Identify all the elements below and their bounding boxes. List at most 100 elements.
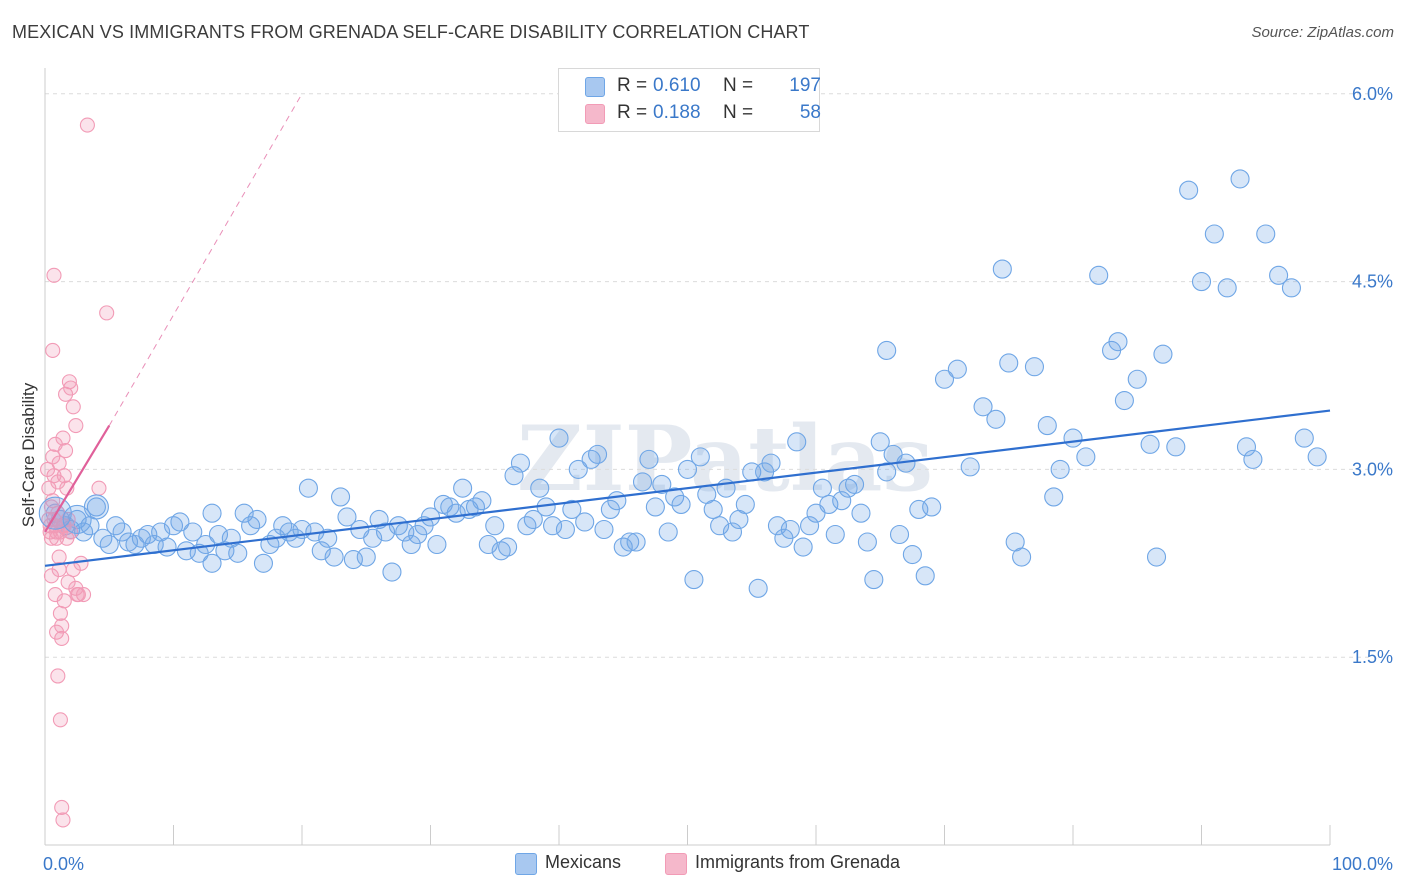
- mexicans-point: [735, 494, 755, 514]
- mexicans-point: [626, 532, 646, 552]
- mexicans-point: [761, 453, 781, 473]
- mexicans-point: [208, 524, 229, 545]
- mexicans-point: [1153, 344, 1173, 364]
- mexicans-point: [530, 478, 550, 498]
- legend-swatch-mexicans: [515, 853, 537, 875]
- mexicans-point: [427, 534, 447, 555]
- mexicans-point: [498, 537, 518, 557]
- mexicans-point: [253, 553, 274, 573]
- mexicans-point: [1050, 459, 1070, 479]
- mexicans-point: [324, 547, 344, 567]
- mexicans-point: [170, 512, 190, 532]
- mexicans-point: [632, 472, 653, 492]
- mexicans-point: [183, 522, 203, 542]
- grenada-point: [54, 799, 70, 815]
- legend-bottom: Mexicans Immigrants from Grenada: [0, 852, 1406, 876]
- r-value: 0.188: [653, 102, 701, 123]
- mexicans-point: [420, 507, 441, 527]
- mexicans-point: [947, 359, 967, 379]
- legend-stats: R = 0.610 N = 197 R = 0.188 N = 58: [558, 68, 821, 132]
- grenada-point: [99, 305, 115, 321]
- mexicans-point: [112, 522, 132, 542]
- grenada-point: [46, 267, 62, 283]
- mexicans-point: [1127, 369, 1147, 389]
- mexicans-point: [1217, 278, 1237, 298]
- mexicans-point: [83, 494, 109, 520]
- mexicans-point: [1114, 390, 1134, 411]
- grenada-point: [55, 430, 71, 446]
- n-value: 197: [789, 75, 821, 96]
- y-axis-label: Self-Care Disability: [19, 382, 38, 527]
- mexicans-point: [228, 543, 248, 563]
- mexicans-point: [562, 499, 582, 520]
- mexicans-point: [973, 397, 993, 417]
- mexicans-point: [1294, 428, 1314, 448]
- mexicans-point: [832, 491, 852, 511]
- mexicans-point: [677, 459, 698, 479]
- mexicans-point: [639, 449, 659, 469]
- y-tick-label: 1.5%: [1352, 647, 1393, 667]
- grenada-point: [56, 468, 72, 484]
- mexicans-point: [613, 537, 633, 557]
- mexicans-point: [1005, 532, 1025, 552]
- mexicans-point: [504, 466, 524, 486]
- n-label: N =: [723, 75, 754, 96]
- mexicans-point: [652, 474, 672, 494]
- mexicans-point: [1024, 357, 1044, 377]
- mexicans-point: [1191, 272, 1212, 292]
- mexicans-point: [337, 507, 357, 527]
- legend-swatch-grenada: [665, 853, 687, 875]
- legend-label: Immigrants from Grenada: [695, 852, 901, 872]
- grenada-point: [73, 555, 89, 571]
- grenada-trend-extension: [108, 93, 303, 426]
- mexicans-point: [915, 566, 935, 586]
- mexicans-point: [401, 534, 421, 555]
- mexicans-point: [1044, 487, 1064, 507]
- grenada-point: [52, 712, 68, 728]
- mexicans-point: [1166, 437, 1186, 457]
- mexicans-point: [86, 497, 106, 517]
- legend-label: Mexicans: [545, 852, 622, 872]
- mexicans-point: [543, 516, 563, 536]
- n-value: 58: [799, 102, 821, 123]
- mexicans-point: [787, 432, 807, 452]
- mexicans-point: [665, 487, 685, 507]
- grenada-point: [65, 399, 81, 415]
- mexicans-trend-line: [44, 409, 1331, 567]
- mexicans-point: [1179, 180, 1199, 200]
- grenada-point: [76, 587, 92, 603]
- mexicans-point: [568, 459, 588, 479]
- y-tick-label: 4.5%: [1352, 272, 1393, 292]
- mexicans-point: [330, 487, 351, 507]
- mexicans-point: [1140, 434, 1160, 454]
- mexicans-point: [1146, 547, 1167, 567]
- mexicans-point: [851, 503, 871, 523]
- mexicans-point: [889, 524, 910, 545]
- mexicans-point: [247, 509, 267, 530]
- grenada-point: [91, 480, 107, 496]
- mexicans-point: [1256, 224, 1276, 244]
- mexicans-point: [1076, 447, 1096, 467]
- mexicans-point: [819, 494, 839, 514]
- grenada-point: [69, 587, 85, 603]
- grenada-point: [58, 443, 74, 459]
- mexicans-point: [992, 259, 1012, 279]
- mexicans-point: [202, 503, 222, 523]
- mexicans-point: [684, 570, 704, 590]
- mexicans-point: [960, 457, 980, 477]
- grenada-point: [61, 374, 77, 390]
- mexicans-point: [812, 478, 832, 498]
- chart-title: MEXICAN VS IMMIGRANTS FROM GRENADA SELF-…: [12, 22, 810, 42]
- grenada-point: [45, 342, 61, 358]
- x-tick-label: 0.0%: [43, 854, 84, 874]
- mexicans-point: [645, 497, 665, 517]
- grenada-point: [51, 455, 67, 471]
- grenada-point: [49, 624, 65, 640]
- mexicans-point: [318, 528, 338, 548]
- grenada-point: [79, 117, 95, 133]
- mexicans-point: [356, 547, 376, 567]
- y-tick-label: 6.0%: [1352, 84, 1393, 104]
- mexicans-point: [382, 562, 402, 582]
- mexicans-point: [857, 532, 877, 552]
